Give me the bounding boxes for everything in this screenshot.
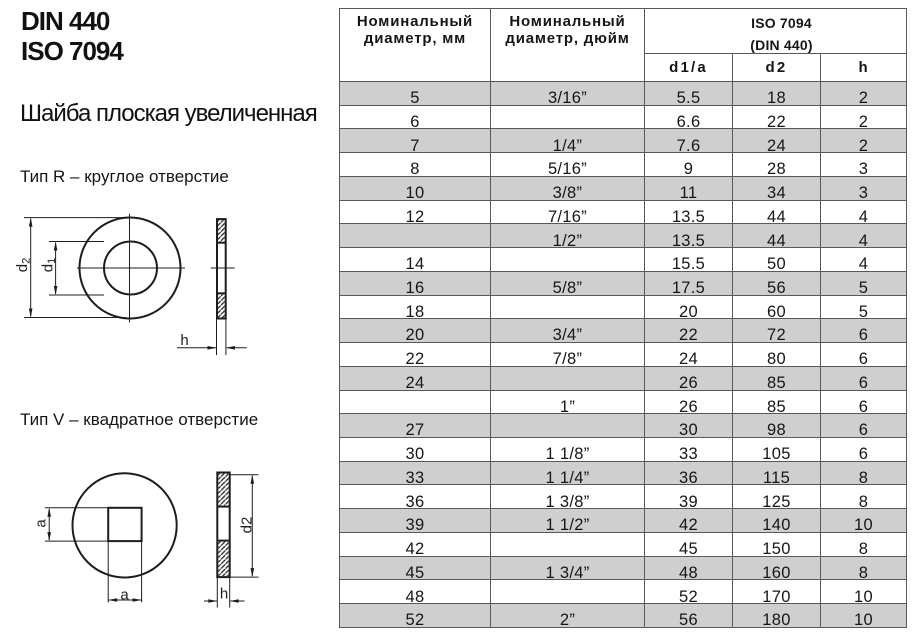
svg-text:a: a (120, 587, 129, 604)
svg-text:a: a (33, 519, 50, 528)
svg-text:h: h (220, 586, 228, 603)
svg-text:d1: d1 (40, 258, 59, 272)
svg-text:h: h (180, 332, 188, 349)
svg-text:d2: d2 (14, 258, 33, 272)
svg-text:d2: d2 (239, 517, 256, 534)
